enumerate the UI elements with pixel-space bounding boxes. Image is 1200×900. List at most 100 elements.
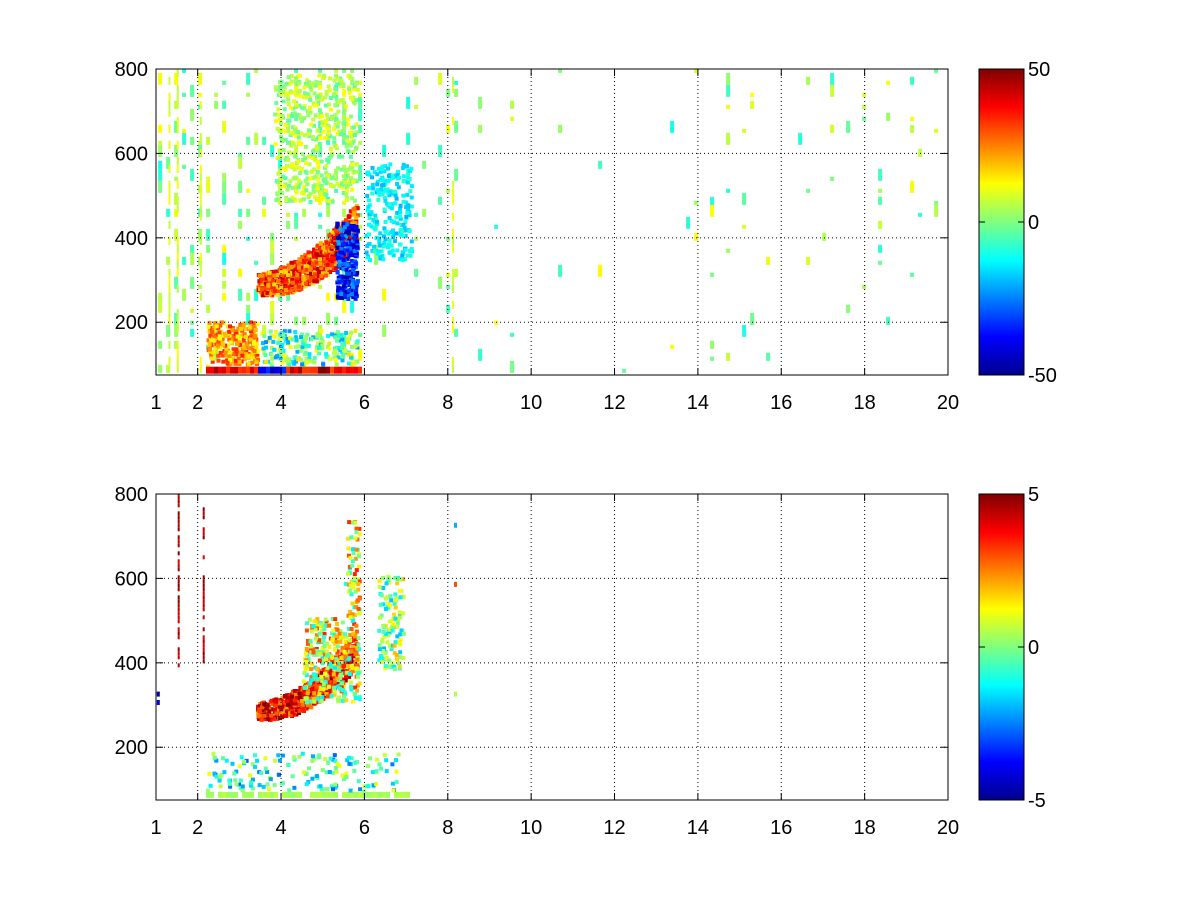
heatmap-cell [297,103,302,108]
heatmap-cell [354,568,359,573]
heatmap-cell [210,359,215,364]
heatmap-cell [336,285,341,290]
heatmap-cell [320,661,325,666]
heatmap-cell [333,785,338,790]
heatmap-cell [341,258,346,262]
heatmap-cell [245,342,250,347]
heatmap-cell [282,791,286,798]
heatmap-cell [231,352,236,357]
heatmap-cell [199,236,202,245]
heatmap-cell [207,771,212,776]
heatmap-cell [177,535,180,540]
heatmap-cell [382,753,387,758]
heatmap-cell [251,777,255,782]
heatmap-cell [350,612,355,617]
heatmap-cell [288,336,293,340]
heatmap-cell [452,188,454,197]
colorbar-tick-label: 0 [1028,637,1039,659]
heatmap-cell [830,124,835,133]
heatmap-cell [349,687,354,692]
heatmap-cell [306,780,311,784]
heatmap-cell [269,352,274,357]
heatmap-cell [271,334,276,339]
heatmap-cell [299,277,304,282]
heatmap-cell [340,681,344,686]
heatmap-cell [176,124,179,133]
heatmap-cell [313,113,318,118]
heatmap-cell [316,274,321,279]
heatmap-cell [346,117,350,122]
heatmap-cell [301,691,306,696]
heatmap-cell [354,663,359,668]
heatmap-cell [255,321,260,326]
heatmap-cell [328,756,333,761]
x-tick-label: 2 [192,817,203,839]
heatmap-cell [381,257,386,262]
heatmap-cell [494,320,499,325]
heatmap-cell [206,325,211,329]
heatmap-cell [335,335,340,340]
heatmap-cell [270,312,275,325]
heatmap-cell [253,753,257,758]
heatmap-cell [247,325,252,330]
heatmap-cell [377,166,381,171]
heatmap-cell [345,275,349,280]
heatmap-cell [268,329,273,334]
heatmap-cell [350,791,354,798]
heatmap-cell [365,764,370,769]
heatmap-cell [233,361,238,366]
heatmap-cell [294,69,299,73]
heatmap-cell [407,229,412,233]
heatmap-cell [288,711,293,716]
heatmap-cell [270,240,275,253]
heatmap-cell [330,683,335,688]
heatmap-cell [340,185,345,190]
heatmap-cell [283,278,288,283]
heatmap-cell [325,123,330,128]
heatmap-cell [349,175,353,180]
heatmap-cell [389,647,394,651]
heatmap-cell [168,276,171,285]
y-tick-label: 800 [115,484,148,506]
heatmap-cell [336,288,340,293]
heatmap-cell [350,366,354,374]
heatmap-cell [353,288,358,293]
heatmap-cell [710,204,715,217]
heatmap-cell [295,260,300,265]
y-tick-label: 600 [115,143,148,165]
heatmap-cell [290,774,295,779]
heatmap-cell [319,274,324,278]
heatmap-cell [333,241,337,246]
heatmap-cell [398,655,403,660]
heatmap-cell [345,290,349,295]
heatmap-cell [358,124,363,133]
heatmap-cell [177,651,180,656]
heatmap-cell [358,164,363,169]
heatmap-cell [558,124,563,133]
heatmap-cell [312,699,317,704]
heatmap-cell [228,324,232,329]
heatmap-cell [350,645,355,650]
heatmap-cell [328,134,333,139]
heatmap-cell [275,180,280,185]
heatmap-cell [317,658,322,663]
heatmap-cell [324,273,328,278]
heatmap-cell [315,267,320,272]
heatmap-cell [342,286,347,291]
colorbar-tick-label: -5 [1028,790,1046,812]
heatmap-cell [230,791,234,798]
heatmap-cell [248,339,252,344]
heatmap-cell [313,682,318,687]
heatmap-cell [348,588,353,593]
heatmap-cell [366,232,371,237]
heatmap-cell [344,176,349,180]
heatmap-cell [168,340,171,349]
heatmap-cell [233,352,238,357]
heatmap-cell [346,336,350,341]
heatmap-cell [326,159,331,164]
heatmap-cell [266,283,271,288]
top-colorbar-gradient [978,68,1025,376]
heatmap-cell [238,288,243,301]
heatmap-cell [272,702,277,707]
heatmap-cell [346,366,350,374]
